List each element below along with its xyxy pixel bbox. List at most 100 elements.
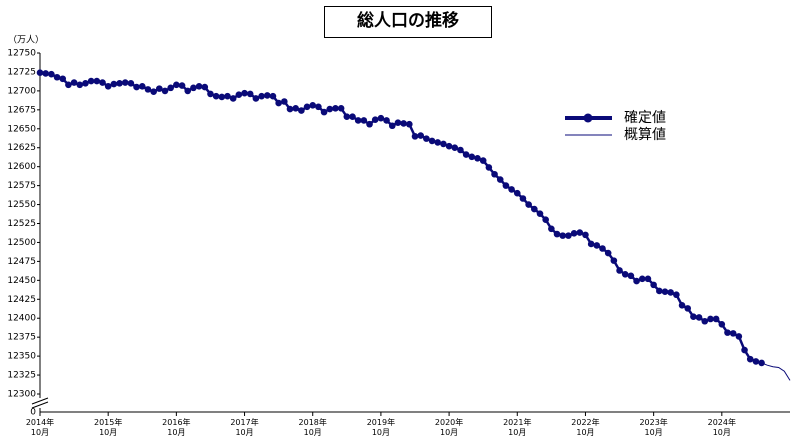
legend-label: 確定値 xyxy=(624,110,666,126)
x-tick-label: 2022年 10月 xyxy=(571,418,600,437)
data-point xyxy=(417,132,424,139)
data-point xyxy=(451,144,459,152)
y-tick-label: 12300 xyxy=(7,390,36,400)
data-point xyxy=(207,90,214,98)
data-point xyxy=(542,216,549,224)
data-point xyxy=(252,95,260,102)
data-point xyxy=(87,77,95,85)
data-point xyxy=(263,92,271,99)
data-point xyxy=(354,117,362,124)
data-point xyxy=(576,229,584,236)
data-point xyxy=(82,80,89,87)
data-point xyxy=(440,140,447,148)
y-tick-label: 12625 xyxy=(7,143,36,153)
data-point xyxy=(508,186,515,193)
data-point xyxy=(701,317,709,325)
data-point xyxy=(633,277,640,285)
data-point xyxy=(661,288,669,296)
data-point xyxy=(746,355,754,363)
data-point xyxy=(593,242,601,249)
data-point xyxy=(707,315,714,323)
data-point xyxy=(457,146,464,154)
data-point xyxy=(531,205,538,213)
x-tick-label: 2016年 10月 xyxy=(162,418,191,437)
data-point xyxy=(59,75,67,83)
data-point xyxy=(201,83,209,91)
data-point xyxy=(400,120,407,127)
data-point xyxy=(724,329,731,336)
data-point xyxy=(99,79,106,86)
y-tick-label: 12550 xyxy=(7,200,36,210)
y-break-tick-label: 0 xyxy=(30,408,36,418)
data-point xyxy=(167,84,174,92)
data-point xyxy=(468,153,476,161)
data-point xyxy=(485,164,493,171)
data-point xyxy=(553,230,561,238)
legend-marker xyxy=(583,113,593,123)
data-point xyxy=(360,117,368,124)
data-point xyxy=(565,232,572,239)
data-point xyxy=(496,176,504,183)
data-point xyxy=(286,105,294,113)
data-point xyxy=(599,245,606,252)
data-point xyxy=(610,257,618,264)
x-tick-label: 2024年 10月 xyxy=(707,418,736,437)
data-point xyxy=(343,113,351,120)
data-point xyxy=(229,95,237,102)
data-point xyxy=(275,99,282,107)
data-point xyxy=(281,98,288,105)
data-point xyxy=(138,83,146,90)
y-tick-label: 12650 xyxy=(7,124,36,134)
data-point xyxy=(315,103,322,111)
y-tick-label: 12475 xyxy=(7,257,36,267)
data-point xyxy=(190,84,197,92)
data-point xyxy=(383,117,390,124)
x-tick-label: 2017年 10月 xyxy=(230,418,259,437)
data-point xyxy=(150,88,157,95)
data-point xyxy=(298,107,305,114)
data-point xyxy=(320,108,328,116)
x-tick-label: 2014年 10月 xyxy=(25,418,55,437)
x-tick-label: 2020年 10月 xyxy=(434,418,464,437)
data-point xyxy=(144,86,152,93)
data-point xyxy=(36,69,44,77)
data-point xyxy=(332,105,339,112)
data-point xyxy=(684,305,692,312)
data-point xyxy=(110,80,118,88)
data-point xyxy=(604,249,612,257)
data-point xyxy=(587,240,595,248)
data-point xyxy=(178,82,186,89)
y-tick-label: 12500 xyxy=(7,238,36,248)
y-tick-label: 12725 xyxy=(7,67,36,77)
data-point xyxy=(218,93,226,101)
data-point xyxy=(678,302,686,309)
x-tick-label: 2018年 10月 xyxy=(298,418,327,437)
data-point xyxy=(735,333,743,340)
y-tick-label: 12525 xyxy=(7,219,36,229)
x-tick-label: 2021年 10月 xyxy=(503,418,532,437)
data-point xyxy=(570,230,578,237)
data-point xyxy=(627,272,635,280)
data-point xyxy=(195,83,203,90)
y-tick-label: 12450 xyxy=(7,276,36,286)
data-point xyxy=(235,91,243,98)
data-point xyxy=(690,313,697,321)
data-point xyxy=(366,120,373,128)
data-point xyxy=(246,90,254,98)
data-point xyxy=(292,105,299,112)
y-tick-label: 12675 xyxy=(7,105,36,115)
data-point xyxy=(752,358,760,365)
y-tick-label: 12350 xyxy=(7,352,36,362)
y-tick-label: 12325 xyxy=(7,371,36,381)
y-tick-label: 12375 xyxy=(7,333,36,343)
data-point xyxy=(411,133,419,140)
data-point xyxy=(269,92,277,100)
legend-label: 概算値 xyxy=(624,127,666,143)
y-unit-label: （万人） xyxy=(8,35,44,46)
data-point xyxy=(161,87,169,95)
data-point xyxy=(423,135,430,142)
data-point xyxy=(502,182,510,189)
data-point xyxy=(48,70,55,78)
